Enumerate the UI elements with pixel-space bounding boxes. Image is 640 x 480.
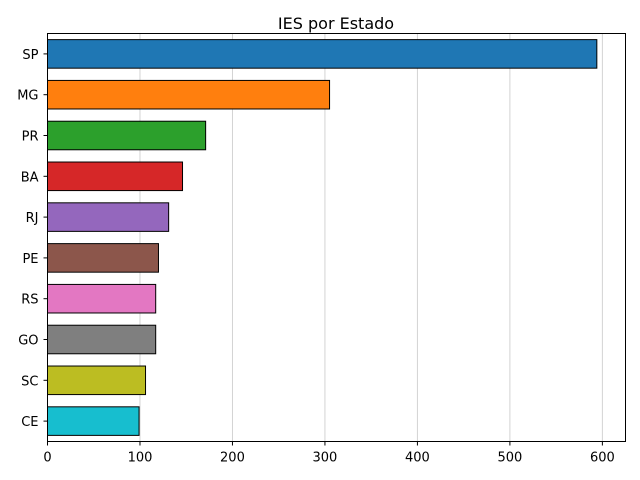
x-tick-label: 200 bbox=[220, 451, 245, 466]
bar-pe bbox=[47, 243, 159, 273]
y-tick-label: RS bbox=[21, 293, 38, 308]
y-tick-label: CE bbox=[21, 415, 38, 430]
y-tick-label: SC bbox=[21, 374, 38, 389]
x-tick-label: 300 bbox=[313, 451, 338, 466]
y-axis: SP MG PR BA RJ PE RS GO SC CE bbox=[17, 48, 48, 430]
bar-ba bbox=[47, 161, 184, 192]
y-tick-label: PE bbox=[22, 252, 38, 267]
bar-pr bbox=[47, 120, 207, 151]
bar-mg bbox=[47, 79, 331, 110]
y-tick-label: BA bbox=[21, 170, 39, 185]
bar-rs bbox=[47, 283, 157, 314]
bar-rj bbox=[47, 202, 170, 232]
x-tick-label: 400 bbox=[405, 451, 430, 466]
y-tick-label: SP bbox=[22, 48, 38, 63]
bar-go bbox=[47, 324, 157, 355]
x-tick-label: 600 bbox=[590, 451, 615, 466]
y-tick-label: GO bbox=[18, 334, 38, 349]
x-tick-label: 0 bbox=[43, 451, 51, 466]
bars bbox=[47, 39, 598, 436]
chart-title: IES por Estado bbox=[278, 14, 394, 33]
x-tick-label: 100 bbox=[128, 451, 153, 466]
plot-frame bbox=[47, 33, 626, 442]
bar-sp bbox=[47, 39, 598, 69]
y-tick-label: MG bbox=[17, 89, 38, 104]
x-axis: 0 100 200 300 400 500 600 bbox=[43, 441, 615, 466]
x-tick-label: 500 bbox=[497, 451, 522, 466]
y-tick-label: PR bbox=[22, 130, 39, 145]
y-tick-label: RJ bbox=[26, 211, 39, 226]
bar-sc bbox=[47, 365, 147, 396]
bar-ce bbox=[47, 406, 140, 436]
